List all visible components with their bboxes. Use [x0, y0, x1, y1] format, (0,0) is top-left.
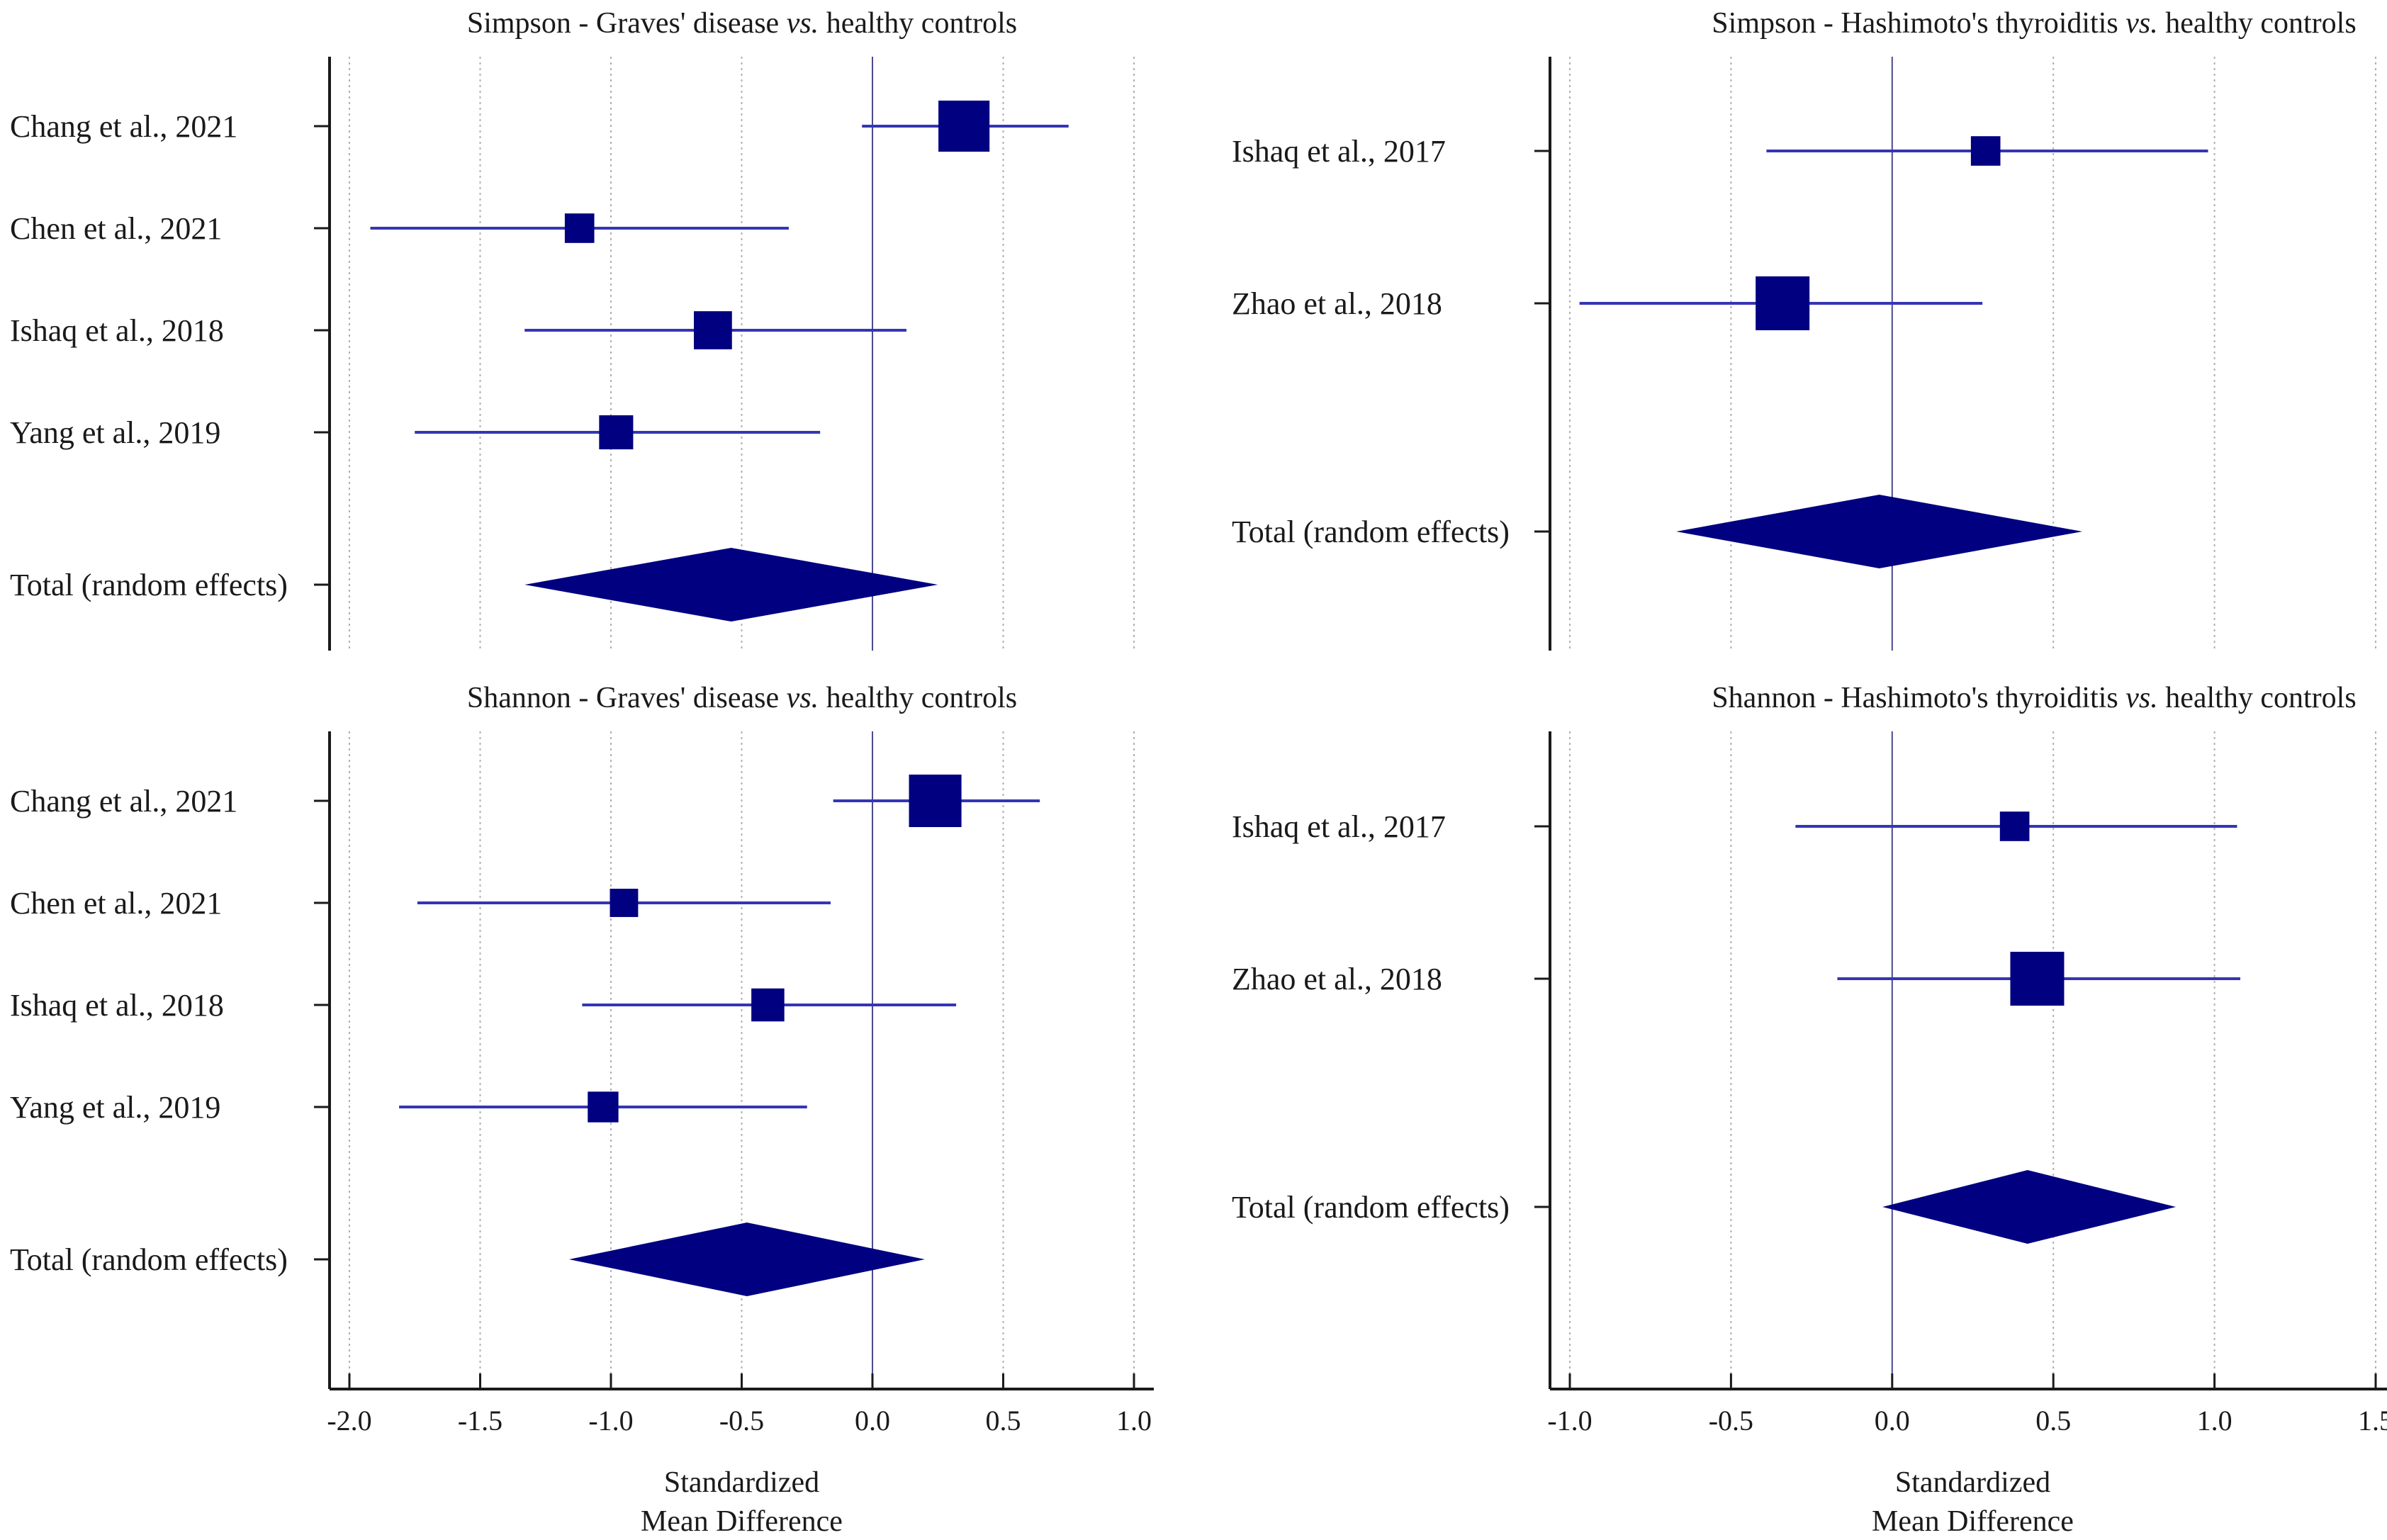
study-effect-marker [2010, 952, 2065, 1006]
x-tick-label: -2.0 [327, 1405, 371, 1437]
study-effect-marker [610, 889, 639, 917]
x-tick-label: -1.0 [1547, 1405, 1592, 1437]
panel-title: Shannon - Hashimoto's thyroiditis vs. he… [1712, 682, 2356, 714]
x-tick-label: 0.0 [855, 1405, 890, 1437]
study-label: Ishaq et al., 2017 [1232, 134, 1446, 169]
panel-title-post: healthy controls [2158, 682, 2357, 714]
study-effect-marker [1756, 276, 1810, 330]
pooled-effect-diamond [1882, 1170, 2177, 1244]
x-tick-label: 1.0 [1116, 1405, 1152, 1437]
x-axis-label-line1: Standardized [664, 1466, 819, 1499]
study-label: Chen et al., 2021 [10, 211, 222, 246]
study-label: Yang et al., 2019 [10, 415, 220, 450]
x-tick-label: 0.5 [2035, 1405, 2071, 1437]
total-label: Total (random effects) [10, 568, 288, 602]
study-label: Ishaq et al., 2018 [10, 313, 224, 348]
x-tick-label: -0.5 [719, 1405, 764, 1437]
study-effect-marker [1999, 811, 2030, 841]
x-axis-label-line2: Mean Difference [641, 1505, 843, 1538]
pooled-effect-diamond [568, 1223, 925, 1296]
total-label: Total (random effects) [10, 1242, 288, 1277]
study-effect-marker [938, 100, 990, 152]
x-tick-label: 0.0 [1875, 1405, 1910, 1437]
study-label: Ishaq et al., 2018 [10, 988, 224, 1023]
panel-title-pre: Shannon - Graves' disease [467, 682, 787, 714]
panel-title-vs: vs. [787, 682, 819, 714]
forest-panel-4: Shannon - Hashimoto's thyroiditis vs. he… [1232, 682, 2387, 1538]
total-label: Total (random effects) [1232, 1190, 1510, 1225]
x-tick-label: 1.0 [2197, 1405, 2232, 1437]
study-label: Chang et al., 2021 [10, 784, 237, 819]
panel-title: Simpson - Graves' disease vs. healthy co… [467, 7, 1017, 40]
forest-panel-1: Simpson - Graves' disease vs. healthy co… [10, 7, 1135, 651]
study-effect-marker [588, 1091, 619, 1123]
x-tick-label: -0.5 [1709, 1405, 1753, 1437]
study-effect-marker [909, 774, 962, 828]
panel-title-vs: vs. [2125, 682, 2158, 714]
study-label: Zhao et al., 2018 [1232, 286, 1442, 321]
x-tick-label: 1.5 [2358, 1405, 2387, 1437]
study-label: Chen et al., 2021 [10, 886, 222, 921]
study-label: Yang et al., 2019 [10, 1090, 220, 1125]
panel-title-vs: vs. [787, 7, 819, 40]
study-effect-marker [564, 213, 595, 243]
pooled-effect-diamond [524, 548, 938, 622]
study-label: Chang et al., 2021 [10, 109, 237, 144]
panel-title-post: healthy controls [819, 7, 1017, 40]
x-tick-label: 0.5 [986, 1405, 1021, 1437]
study-effect-marker [751, 988, 785, 1022]
panel-title-pre: Shannon - Hashimoto's thyroiditis [1712, 682, 2125, 714]
study-label: Ishaq et al., 2017 [1232, 809, 1446, 844]
pooled-effect-diamond [1676, 495, 2083, 568]
x-axis-label-line1: Standardized [1895, 1466, 2050, 1499]
panel-title-post: healthy controls [819, 682, 1017, 714]
study-effect-marker [1970, 136, 2001, 166]
x-axis-label-line2: Mean Difference [1872, 1505, 2074, 1538]
panel-title-pre: Simpson - Graves' disease [467, 7, 787, 40]
panel-title-vs: vs. [2125, 7, 2158, 40]
panel-title: Simpson - Hashimoto's thyroiditis vs. he… [1712, 7, 2356, 40]
forest-panel-3: Shannon - Graves' disease vs. healthy co… [10, 682, 1154, 1538]
panel-title-post: healthy controls [2158, 7, 2357, 40]
x-tick-label: -1.5 [458, 1405, 502, 1437]
panel-title-pre: Simpson - Hashimoto's thyroiditis [1712, 7, 2125, 40]
panel-title: Shannon - Graves' disease vs. healthy co… [467, 682, 1017, 714]
study-effect-marker [694, 311, 732, 349]
study-label: Zhao et al., 2018 [1232, 962, 1442, 996]
study-effect-marker [599, 415, 634, 450]
x-tick-label: -1.0 [588, 1405, 633, 1437]
forest-panel-2: Simpson - Hashimoto's thyroiditis vs. he… [1232, 7, 2376, 651]
total-label: Total (random effects) [1232, 515, 1510, 549]
